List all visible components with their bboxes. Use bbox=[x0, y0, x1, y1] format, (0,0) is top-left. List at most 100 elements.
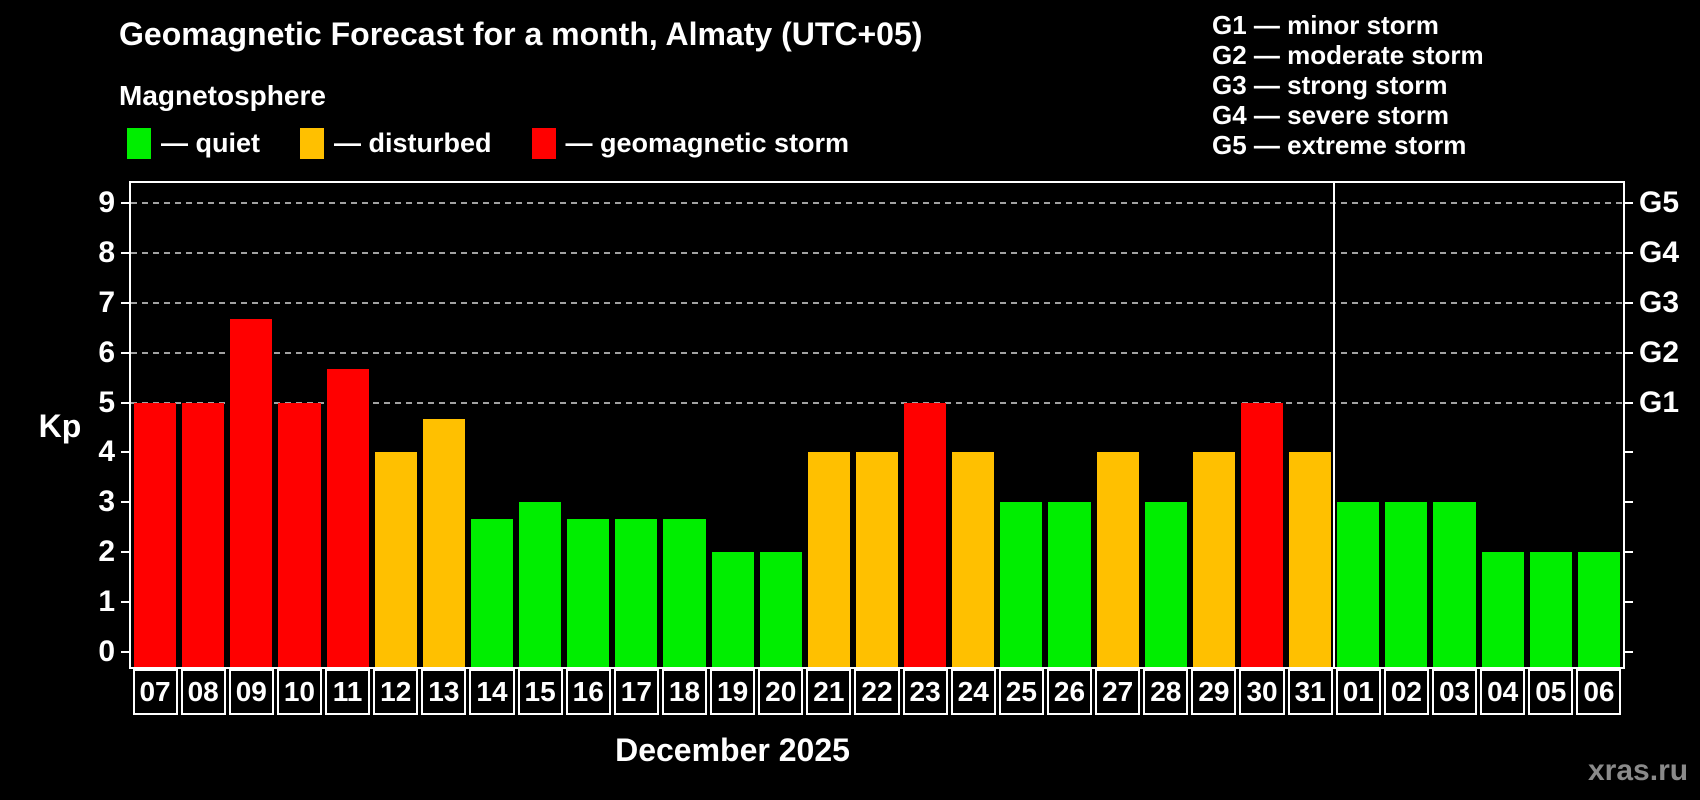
kp-bar-day-04 bbox=[1481, 552, 1524, 667]
y-axis-tick-left-0 bbox=[121, 651, 129, 654]
kp-bar-day-15 bbox=[519, 502, 562, 667]
kp-bar-day-06 bbox=[1577, 552, 1620, 667]
storm-color-swatch-icon bbox=[531, 127, 556, 159]
y-axis-tick-left-6 bbox=[121, 351, 129, 354]
y-axis-label-6: 6 bbox=[98, 335, 115, 369]
g-scale-label-G1: G1 bbox=[1639, 385, 1680, 419]
kp-bar-day-10 bbox=[278, 402, 321, 667]
g-scale-legend-line: G2 — moderate storm bbox=[1212, 40, 1484, 70]
day-label-11: 11 bbox=[325, 669, 371, 715]
day-label-10: 10 bbox=[276, 669, 322, 715]
y-axis-tick-right-6 bbox=[1625, 351, 1633, 354]
day-label-20: 20 bbox=[758, 669, 804, 715]
y-axis-label-3: 3 bbox=[98, 485, 115, 519]
kp-bar-day-07 bbox=[134, 402, 177, 667]
g-scale-label-G5: G5 bbox=[1639, 185, 1680, 219]
day-label-23: 23 bbox=[902, 669, 948, 715]
g-scale-legend-line: G3 — strong storm bbox=[1212, 70, 1448, 100]
y-axis-label-8: 8 bbox=[98, 235, 115, 269]
kp-bar-day-11 bbox=[326, 369, 369, 667]
y-axis-tick-left-5 bbox=[121, 401, 129, 404]
day-label-18: 18 bbox=[661, 669, 708, 715]
day-label-25: 25 bbox=[998, 669, 1044, 715]
day-label-13: 13 bbox=[421, 669, 467, 715]
y-axis-label-2: 2 bbox=[98, 535, 115, 569]
month-divider-line bbox=[1332, 183, 1336, 667]
day-label-17: 17 bbox=[613, 669, 659, 715]
day-label-15: 15 bbox=[517, 669, 563, 715]
day-label-26: 26 bbox=[1046, 669, 1093, 715]
y-axis-tick-right-0 bbox=[1625, 651, 1633, 654]
y-axis-tick-right-9 bbox=[1625, 201, 1633, 204]
day-label-30: 30 bbox=[1239, 669, 1285, 715]
kp-bar-day-17 bbox=[615, 518, 658, 667]
day-label-27: 27 bbox=[1095, 669, 1141, 715]
kp-bar-day-31 bbox=[1289, 452, 1332, 667]
x-axis-day-labels: 07 08 09 10 11 12 13 14 15 16 17 18 19 20 21 22 23 24 25 26… bbox=[131, 669, 1623, 715]
gridline-kp-6 bbox=[131, 351, 1623, 354]
y-axis-tick-right-4 bbox=[1625, 451, 1633, 454]
watermark: xras.ru bbox=[1588, 754, 1689, 787]
gridline-kp-5 bbox=[131, 401, 1623, 404]
chart-subtitle: Magnetosphere bbox=[119, 80, 326, 111]
kp-bar-day-12 bbox=[374, 452, 417, 667]
y-axis-tick-left-9 bbox=[121, 201, 129, 204]
day-label-06: 06 bbox=[1576, 669, 1622, 715]
gridline-kp-7 bbox=[131, 301, 1623, 304]
day-label-07: 07 bbox=[132, 669, 178, 715]
y-axis-tick-left-8 bbox=[121, 251, 129, 254]
kp-bar-day-21 bbox=[807, 452, 850, 667]
g-scale-legend-line: G1 — minor storm bbox=[1212, 10, 1439, 40]
kp-axis-title: Kp bbox=[38, 408, 82, 444]
day-label-24: 24 bbox=[950, 669, 996, 715]
kp-bar-day-01 bbox=[1337, 502, 1380, 667]
y-axis-tick-right-2 bbox=[1625, 551, 1633, 554]
y-axis-label-5: 5 bbox=[98, 385, 115, 419]
y-axis-label-9: 9 bbox=[98, 185, 115, 219]
day-label-31: 31 bbox=[1287, 669, 1333, 715]
g-scale-legend-line: G4 — severe storm bbox=[1212, 100, 1450, 130]
day-label-14: 14 bbox=[469, 669, 515, 715]
disturbed-color-swatch-icon bbox=[300, 127, 324, 159]
kp-bar-day-05 bbox=[1529, 552, 1572, 667]
g-scale-label-G2: G2 bbox=[1639, 335, 1680, 369]
gridline-kp-9 bbox=[131, 201, 1623, 204]
day-label-19: 19 bbox=[710, 669, 756, 715]
g-scale-legend-line: G5 — extreme storm bbox=[1212, 130, 1467, 160]
kp-bar-day-19 bbox=[711, 552, 754, 667]
gridline-kp-8 bbox=[131, 251, 1623, 254]
quiet-color-swatch-icon bbox=[127, 127, 151, 159]
y-axis-tick-right-1 bbox=[1625, 601, 1633, 604]
g-scale-legend: G1 — minor storm G2 — moderate storm G3 — … bbox=[1212, 10, 1484, 160]
legend-label-quiet: — quiet bbox=[161, 127, 260, 158]
g-scale-label-G4: G4 bbox=[1639, 235, 1680, 269]
y-axis-label-0: 0 bbox=[98, 635, 115, 669]
legend-item-disturbed: — disturbed bbox=[300, 127, 492, 159]
kp-bar-day-24 bbox=[952, 452, 995, 667]
legend-item-storm: — geomagnetic storm bbox=[531, 127, 850, 159]
kp-bar-day-09 bbox=[230, 319, 273, 667]
y-axis-tick-right-7 bbox=[1625, 301, 1633, 304]
x-axis-month-label: December 2025 bbox=[615, 732, 850, 768]
y-axis-tick-left-2 bbox=[121, 551, 129, 554]
page-title: Geomagnetic Forecast for a month, Almaty… bbox=[119, 16, 923, 52]
kp-bar-day-08 bbox=[182, 402, 225, 667]
day-label-22: 22 bbox=[854, 669, 900, 715]
day-label-03: 03 bbox=[1431, 669, 1478, 715]
kp-bar-day-27 bbox=[1096, 452, 1139, 667]
day-label-28: 28 bbox=[1143, 669, 1189, 715]
y-axis-tick-left-4 bbox=[121, 451, 129, 454]
day-label-12: 12 bbox=[373, 669, 419, 715]
y-axis-tick-right-5 bbox=[1625, 401, 1633, 404]
legend-label-storm: — geomagnetic storm bbox=[565, 127, 850, 158]
y-axis-label-4: 4 bbox=[98, 435, 115, 469]
day-label-16: 16 bbox=[565, 669, 611, 715]
kp-bar-day-29 bbox=[1192, 452, 1235, 667]
day-label-29: 29 bbox=[1191, 669, 1237, 715]
day-label-08: 08 bbox=[180, 669, 226, 715]
kp-bar-day-20 bbox=[759, 552, 802, 667]
kp-bar-day-30 bbox=[1240, 402, 1284, 667]
kp-bar-day-18 bbox=[663, 518, 706, 667]
y-axis-label-1: 1 bbox=[98, 585, 115, 619]
y-axis-tick-left-3 bbox=[121, 501, 129, 504]
